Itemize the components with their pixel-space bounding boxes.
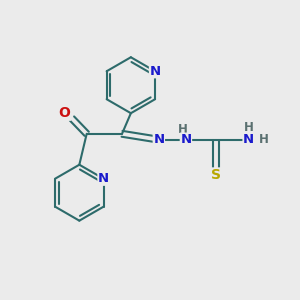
Text: N: N xyxy=(180,133,191,146)
Text: N: N xyxy=(149,65,161,78)
Text: H: H xyxy=(258,133,268,146)
Text: H: H xyxy=(244,122,254,134)
Text: S: S xyxy=(211,168,221,182)
Text: O: O xyxy=(59,106,70,120)
Text: N: N xyxy=(243,133,254,146)
Text: H: H xyxy=(178,123,187,136)
Text: N: N xyxy=(153,133,164,146)
Text: N: N xyxy=(98,172,109,185)
